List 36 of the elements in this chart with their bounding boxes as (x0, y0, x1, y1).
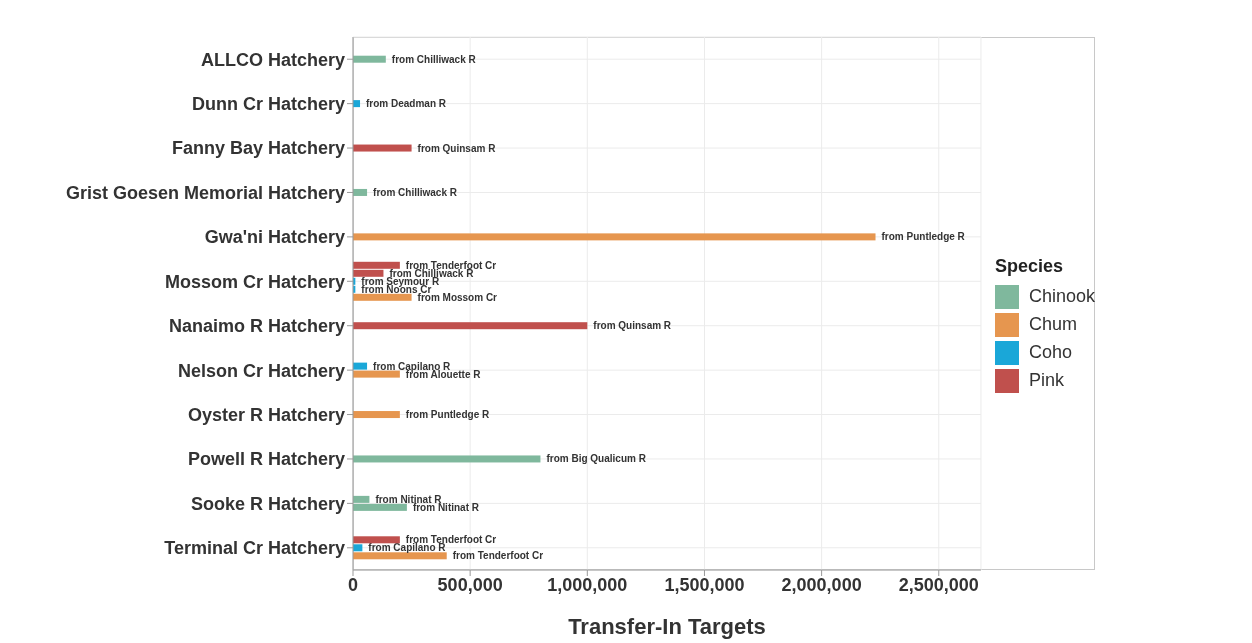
x-tick-label: 2,000,000 (781, 574, 862, 595)
x-axis-title: Transfer-In Targets (568, 614, 766, 639)
y-tick-label: Sooke R Hatchery (190, 493, 345, 514)
legend-label: Chinook (1028, 286, 1095, 307)
y-tick-label: Terminal Cr Hatchery (164, 538, 345, 559)
y-tick-label: Fanny Bay Hatchery (171, 138, 345, 159)
data-label: from Nitinat R (375, 493, 443, 505)
data-label: from Deadman R (366, 98, 447, 110)
data-label: from Big Qualicum R (546, 453, 647, 465)
y-tick-label: Mossom Cr Hatchery (164, 271, 345, 292)
data-label: from Puntledge R (405, 409, 490, 421)
x-tick-label: 0 (347, 574, 359, 595)
y-tick-label: Powell R Hatchery (187, 449, 345, 470)
y-tick-label: ALLCO Hatchery (200, 49, 345, 70)
legend-title: Species (994, 255, 1064, 277)
x-tick-label: 2,500,000 (898, 574, 979, 595)
data-label: from Chilliwack R (391, 53, 477, 65)
data-label: from Tenderfoot Cr (452, 550, 544, 562)
data-label: from Capilano R (373, 360, 452, 372)
y-tick-label: Gwa'ni Hatchery (204, 227, 345, 248)
y-tick-label: Grist Goesen Memorial Hatchery (65, 182, 345, 203)
y-tick-label: Nelson Cr Hatchery (177, 360, 345, 381)
data-label: from Mossom Cr (417, 291, 498, 303)
data-label: from Quinsam R (593, 320, 672, 332)
legend-label: Chum (1028, 314, 1077, 335)
y-tick-label: Oyster R Hatchery (187, 404, 345, 425)
data-label: from Puntledge R (881, 231, 966, 243)
data-label: from Chilliwack R (373, 186, 458, 198)
data-label: from Quinsam R (417, 142, 497, 154)
legend-label: Coho (1028, 342, 1072, 363)
x-tick-label: 1,500,000 (664, 574, 745, 595)
x-tick-label: 500,000 (437, 574, 503, 595)
x-tick-label: 1,000,000 (547, 574, 628, 595)
y-tick-label: Dunn Cr Hatchery (191, 94, 345, 115)
y-tick-label: Nanaimo R Hatchery (168, 316, 345, 337)
legend-label: Pink (1028, 370, 1064, 391)
